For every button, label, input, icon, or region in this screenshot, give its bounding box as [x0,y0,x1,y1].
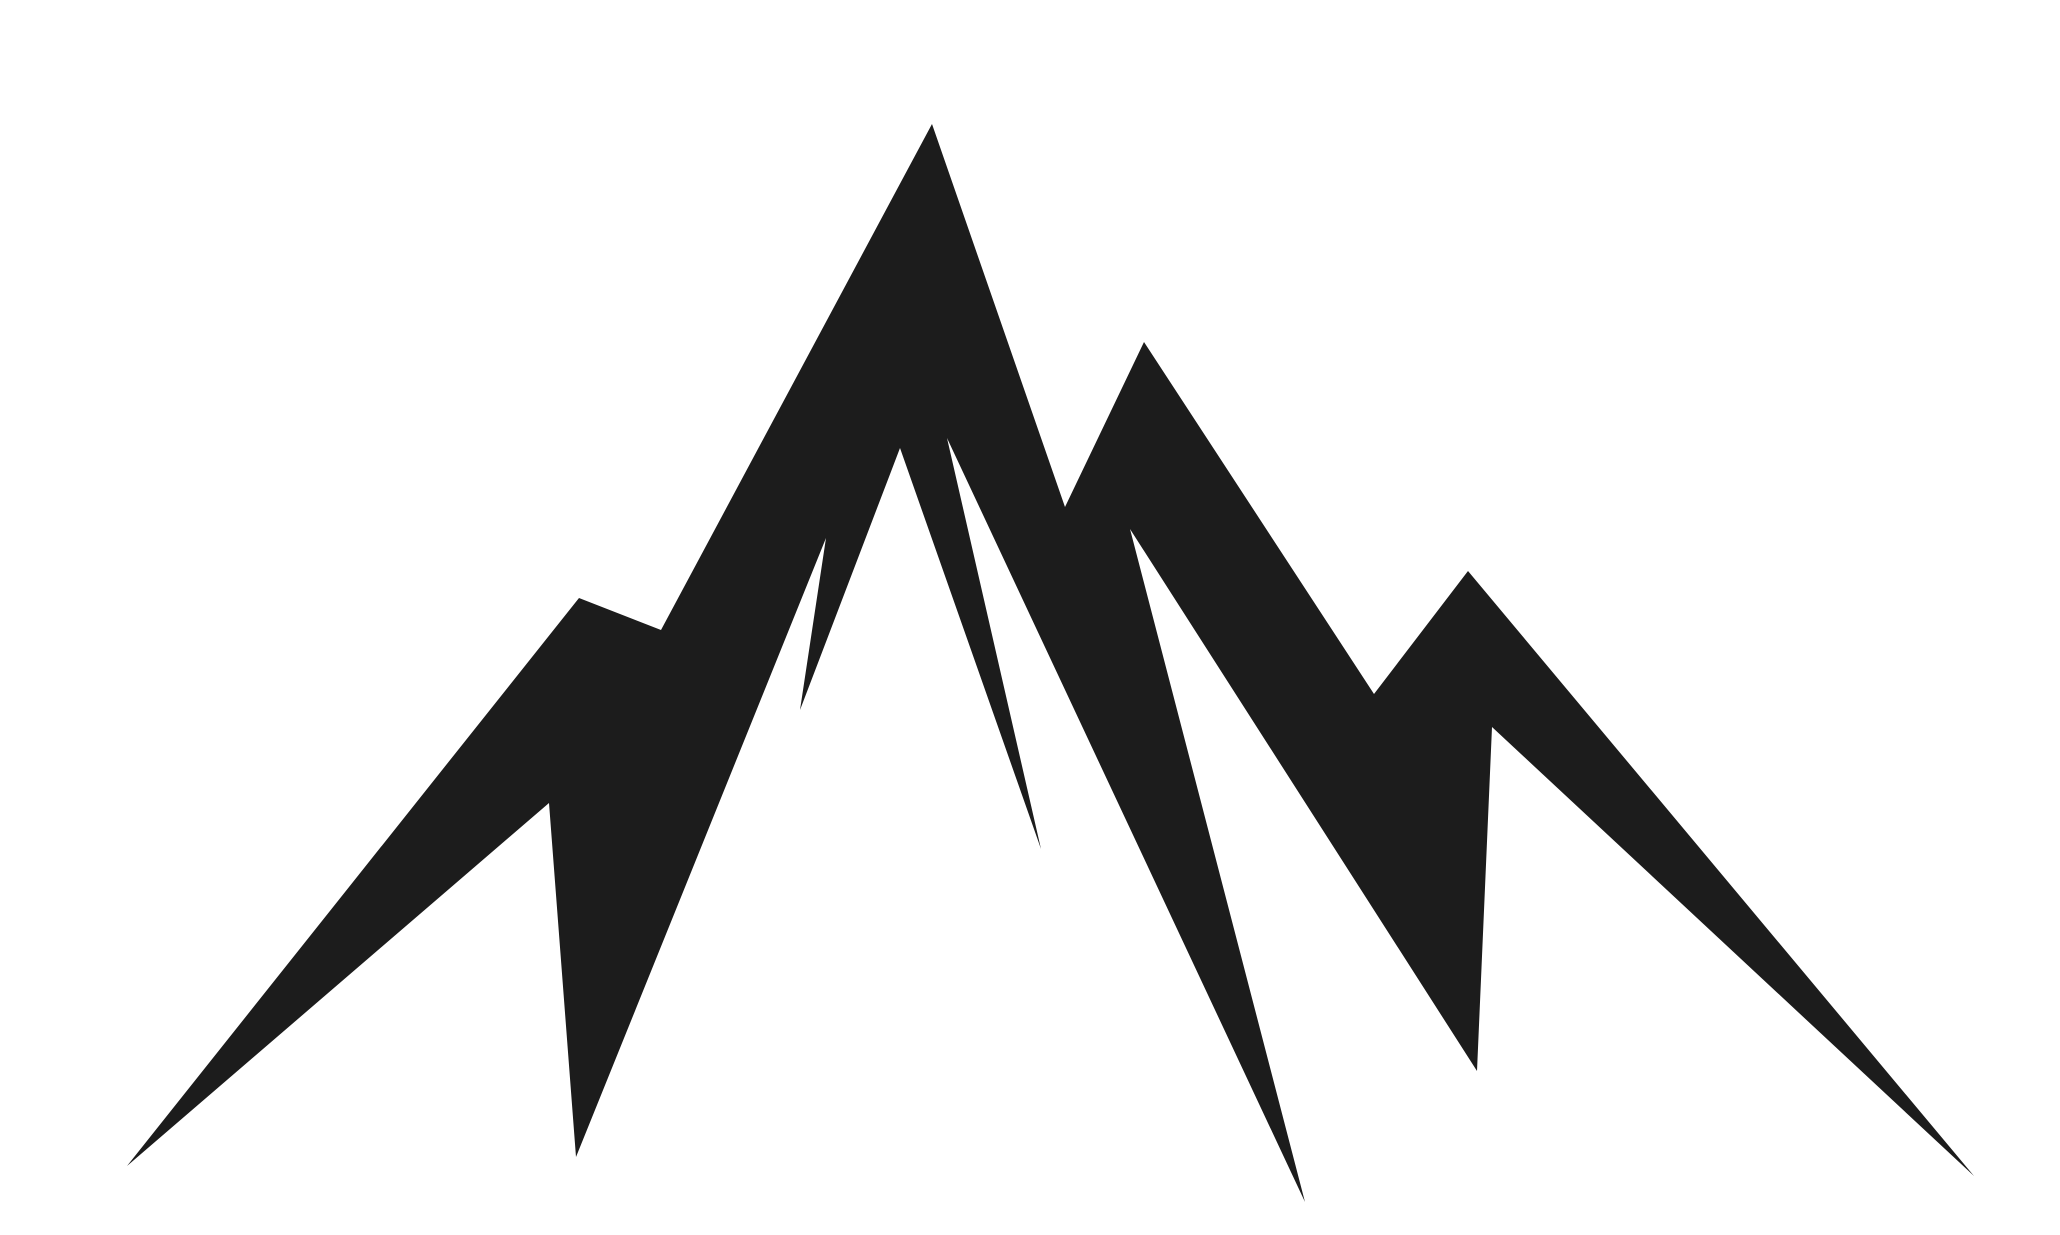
mountain-shape [127,124,1974,1202]
